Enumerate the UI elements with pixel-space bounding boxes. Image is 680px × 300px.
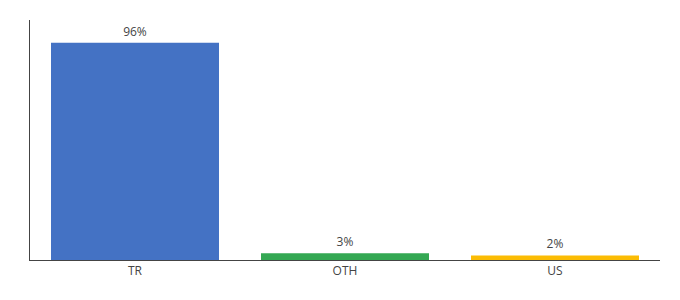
svg-text:OTH: OTH	[333, 262, 358, 279]
svg-text:US: US	[547, 262, 562, 279]
svg-text:TR: TR	[128, 262, 143, 279]
svg-text:96%: 96%	[123, 23, 147, 40]
svg-text:3%: 3%	[337, 233, 354, 250]
svg-text:2%: 2%	[547, 235, 564, 252]
